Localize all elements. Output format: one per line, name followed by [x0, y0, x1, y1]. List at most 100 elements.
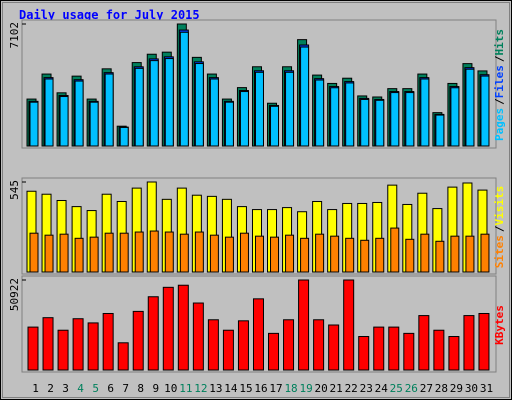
chart-title: Daily usage for July 2015: [19, 8, 200, 22]
bar: [435, 114, 445, 147]
bar: [207, 319, 219, 371]
x-tick-label: 31: [480, 382, 493, 395]
bar: [192, 302, 204, 371]
legend: Sites /Visits: [493, 186, 506, 269]
legend-separator: /: [493, 225, 506, 232]
bar: [448, 336, 460, 371]
bar: [162, 286, 174, 371]
bar: [270, 236, 280, 273]
x-tick-label: 18: [284, 382, 297, 395]
x-tick-label: 21: [330, 382, 343, 395]
bar: [117, 342, 129, 371]
bar: [147, 296, 159, 371]
bar: [345, 82, 355, 147]
bar: [285, 71, 295, 147]
bar: [465, 68, 475, 147]
bar: [330, 235, 340, 273]
x-tick-label: 24: [375, 382, 389, 395]
bar: [104, 73, 114, 147]
bar: [405, 92, 415, 147]
bar: [463, 315, 475, 371]
bar: [119, 126, 129, 147]
legend-entry: KBytes: [493, 305, 506, 345]
x-tick-label: 22: [345, 382, 358, 395]
x-tick-label: 8: [137, 382, 144, 395]
bar: [74, 80, 84, 147]
x-tick-label: 5: [92, 382, 99, 395]
bar: [89, 236, 99, 273]
x-tick-label: 23: [360, 382, 373, 395]
bar: [89, 101, 99, 147]
bar: [285, 234, 295, 273]
x-tick-label: 11: [179, 382, 192, 395]
bar: [87, 322, 99, 371]
bar: [59, 96, 69, 147]
bar: [450, 235, 460, 273]
bar: [194, 63, 204, 147]
bar: [403, 332, 415, 371]
bar: [134, 231, 144, 273]
bar: [315, 233, 325, 273]
x-tick-label: 17: [269, 382, 282, 395]
bar: [298, 279, 310, 371]
bar: [375, 237, 385, 273]
bar: [283, 319, 295, 371]
bar: [164, 58, 174, 147]
bar: [420, 78, 430, 147]
bar: [480, 75, 490, 147]
x-tick-label: 28: [435, 382, 448, 395]
legend-entry: Pages: [493, 108, 506, 141]
bar: [29, 101, 39, 147]
bar: [132, 310, 144, 371]
bar: [239, 232, 249, 273]
bar: [194, 231, 204, 273]
bar: [435, 240, 445, 273]
x-tick-label: 20: [315, 382, 328, 395]
bar: [59, 233, 69, 273]
bar: [222, 329, 234, 371]
bar: [102, 312, 114, 371]
x-tick-label: 16: [254, 382, 267, 395]
x-tick-label: 25: [390, 382, 403, 395]
bar: [360, 239, 370, 273]
y-tick-label: 7102: [8, 22, 21, 49]
bar: [433, 329, 445, 371]
x-tick-label: 10: [164, 382, 177, 395]
bar: [420, 233, 430, 273]
bar: [313, 319, 325, 371]
bar: [164, 231, 174, 273]
bar: [480, 233, 490, 273]
x-tick-label: 2: [47, 382, 54, 395]
bar: [209, 234, 219, 273]
bar: [388, 326, 400, 371]
bar: [450, 87, 460, 147]
x-tick-label: 12: [194, 382, 207, 395]
bar: [375, 99, 385, 147]
bar: [72, 318, 84, 371]
bar: [373, 326, 385, 371]
bar: [239, 91, 249, 147]
bar: [358, 336, 370, 371]
bar: [119, 232, 129, 273]
x-tick-label: 15: [239, 382, 252, 395]
x-tick-label: 13: [209, 382, 222, 395]
x-tick-label: 9: [152, 382, 159, 395]
bar: [300, 46, 310, 147]
bar: [330, 87, 340, 147]
bar: [405, 238, 415, 273]
bar: [252, 298, 264, 371]
x-tick-label: 14: [224, 382, 238, 395]
bar: [268, 332, 280, 371]
bar: [179, 31, 189, 147]
bar: [237, 320, 249, 371]
bar: [149, 230, 159, 273]
x-tick-label: 27: [420, 382, 433, 395]
bar: [134, 67, 144, 147]
x-tick-label: 3: [62, 382, 69, 395]
y-tick-label: 50922: [8, 278, 21, 311]
legend-separator: /: [493, 55, 506, 62]
bar: [179, 233, 189, 273]
x-tick-label: 30: [465, 382, 478, 395]
